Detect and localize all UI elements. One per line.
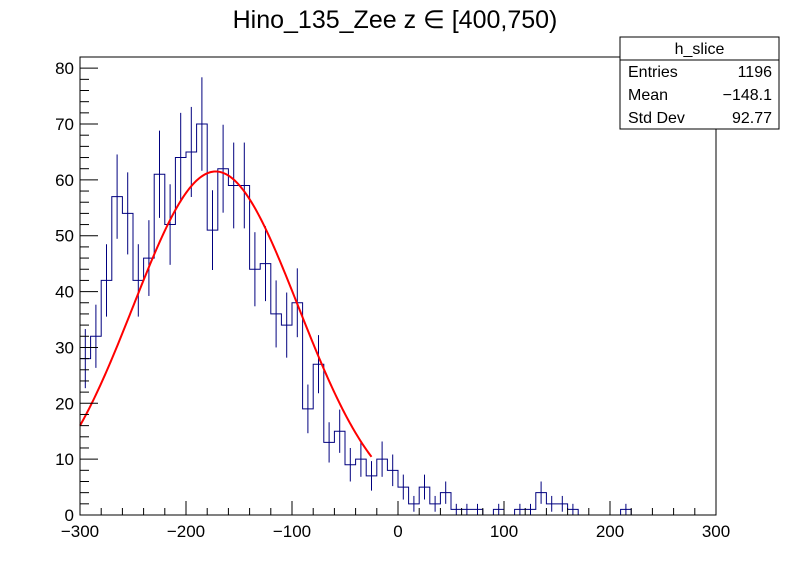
x-tick-label: 0 (393, 522, 402, 541)
x-tick-label: −100 (273, 522, 311, 541)
y-tick-label: 50 (55, 227, 74, 246)
y-tick-label: 40 (55, 283, 74, 302)
histogram-outline (79, 123, 716, 516)
stats-value: −148.1 (723, 87, 772, 104)
stats-box: h_slice Entries 1196 Mean −148.1 Std Dev 92.77 (619, 36, 780, 130)
stats-value: 1196 (738, 64, 773, 81)
y-tick-label: 30 (55, 338, 74, 357)
y-tick-label: 80 (55, 59, 74, 78)
histogram-layer (79, 77, 716, 516)
y-tick-label: 20 (55, 394, 74, 413)
fit-layer (79, 170, 373, 458)
x-tick-label: 200 (596, 522, 624, 541)
y-tick-label: 70 (55, 115, 74, 134)
stats-name: h_slice (675, 41, 725, 58)
y-tick-label: 10 (55, 450, 74, 469)
chart-title: Hino_135_Zee z ∈ [400,750) (233, 6, 558, 34)
stats-label: Mean (628, 87, 668, 104)
x-tick-label: 300 (702, 522, 730, 541)
stats-value: 92.77 (732, 110, 772, 127)
axes-layer: −300 −200 −100 0 100 200 300 0 10 20 30 40 50 60 70 80 (55, 56, 730, 541)
stats-label: Entries (628, 64, 678, 81)
y-tick-label: 60 (55, 171, 74, 190)
x-tick-label: −200 (167, 522, 205, 541)
fit-curve (79, 170, 373, 458)
y-tick-label: 0 (65, 506, 74, 525)
stats-label: Std Dev (628, 110, 685, 127)
x-tick-label: −300 (61, 522, 99, 541)
stats-box-frame (619, 36, 780, 130)
x-tick-label: 100 (490, 522, 518, 541)
